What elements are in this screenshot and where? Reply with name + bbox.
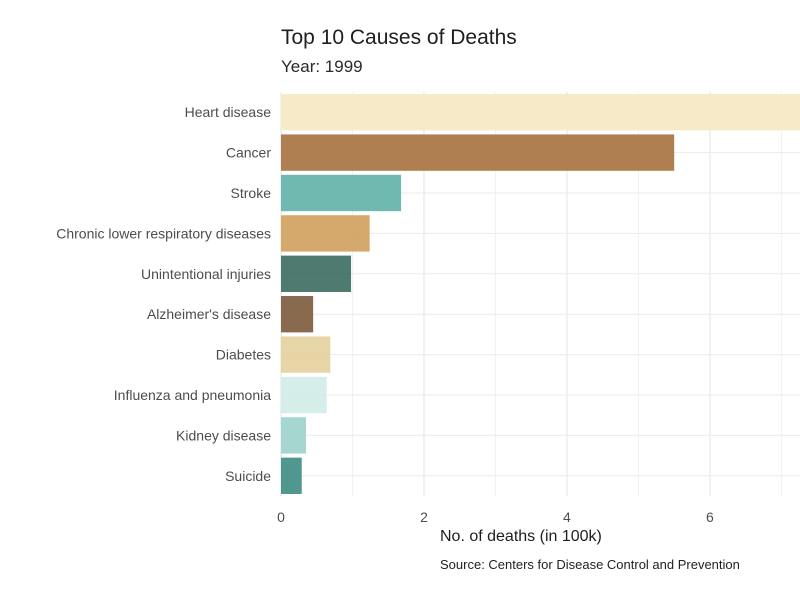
chart-title: Top 10 Causes of Deaths — [281, 26, 517, 49]
x-tick-label: 0 — [277, 509, 285, 525]
bar — [281, 134, 675, 171]
bar — [281, 376, 327, 414]
category-label: Suicide — [225, 468, 271, 484]
category-label: Unintentional injuries — [141, 266, 271, 282]
bar — [281, 457, 302, 494]
category-label: Diabetes — [216, 347, 271, 363]
chart-caption: Source: Centers for Disease Control and … — [440, 557, 740, 572]
chart-subtitle: Year: 1999 — [281, 57, 363, 76]
x-axis-label: No. of deaths (in 100k) — [440, 528, 602, 545]
bar — [281, 336, 331, 373]
bar — [281, 255, 352, 292]
bar — [281, 417, 307, 454]
category-label: Stroke — [231, 185, 272, 201]
category-label: Heart disease — [185, 104, 272, 120]
category-label: Chronic lower respiratory diseases — [56, 225, 271, 241]
bar — [281, 296, 314, 333]
category-label: Kidney disease — [176, 427, 271, 443]
x-tick-label: 4 — [563, 509, 571, 525]
category-label: Cancer — [226, 145, 271, 161]
x-tick-label: 2 — [420, 509, 428, 525]
bar — [281, 215, 370, 252]
bar — [281, 94, 800, 131]
category-label: Influenza and pneumonia — [114, 387, 271, 403]
x-tick-label: 6 — [706, 509, 714, 525]
bar — [281, 174, 402, 212]
category-label: Alzheimer's disease — [147, 306, 271, 322]
